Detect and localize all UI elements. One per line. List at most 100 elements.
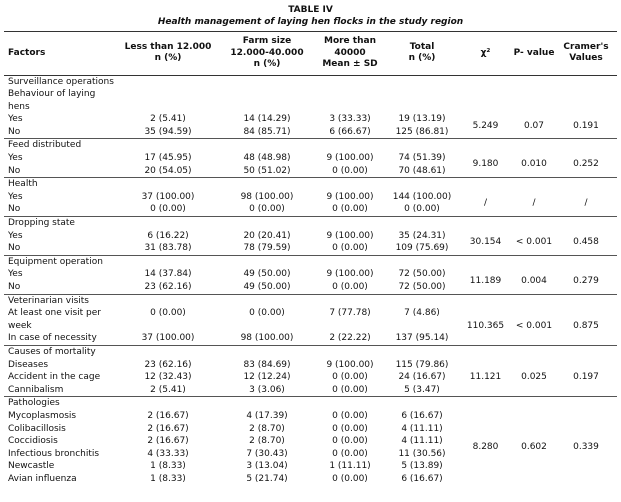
cell: 70 (48.61) <box>398 165 446 176</box>
group-heading: Veterinarian visits <box>4 293 617 308</box>
row-label: Yes <box>8 153 23 164</box>
cell: 19 (13.19) <box>398 114 446 125</box>
group-heading-row: Pathologies <box>4 396 617 410</box>
group-heading: hens <box>8 101 30 112</box>
group-heading: Pathologies <box>4 396 617 410</box>
cell: 98 (100.00) <box>240 191 294 202</box>
cell: 109 (75.69) <box>395 243 449 254</box>
header-line: Factors <box>8 47 46 58</box>
data-row: Yes 37 (100.00) 98 (100.00) 9 (100.00) 144 (… <box>4 191 617 208</box>
data-row: Infectious bronchitis 4 (33.33) 7 (30.43) 0… <box>4 448 617 461</box>
row-label: Colibacillosis <box>8 423 66 434</box>
cell: 7 (4.86) <box>404 308 440 319</box>
row-label: Infectious bronchitis <box>8 448 100 459</box>
group-heading: Behaviour of laying <box>8 89 96 100</box>
cell: 0 (0.00) <box>332 372 368 383</box>
row-label: No <box>8 165 21 176</box>
table: Factors Less than 12.000 n (%) Farm size 12.… <box>4 31 617 486</box>
cell: 9 (100.00) <box>326 359 374 370</box>
cell: 7 (77.78) <box>329 308 371 319</box>
cell: 1 (8.33) <box>150 473 186 484</box>
cell: 35 (94.59) <box>144 126 192 137</box>
data-row: Yes 6 (16.22) 20 (20.41) 9 (100.00) 35 (24.3… <box>4 230 617 247</box>
group-heading-row: Surveillance operations <box>4 74 617 89</box>
row-label: Cannibalism <box>8 384 64 395</box>
header-line: Cramer's <box>563 41 609 52</box>
cell: 0 (0.00) <box>404 204 440 215</box>
group-heading-row: hens <box>4 101 617 114</box>
cell: 5 (3.47) <box>404 384 440 395</box>
cell: 3 (13.04) <box>246 461 288 472</box>
stat-cell: 0.010 <box>521 159 547 170</box>
group-heading-row: Dropping state <box>4 216 617 230</box>
cell: 37 (100.00) <box>141 333 195 344</box>
cell: 4 (11.11) <box>401 436 443 447</box>
cell: 2 (8.70) <box>249 436 285 447</box>
cell: 0 (0.00) <box>332 282 368 292</box>
stat-cell: 0.875 <box>573 320 599 331</box>
stat-cell: 0.279 <box>573 275 599 286</box>
stat-cell: 0.339 <box>573 442 599 453</box>
cell: 14 (37.84) <box>144 269 192 280</box>
stat-cell: 11.121 <box>469 372 502 383</box>
header-line: n (%) <box>408 53 436 64</box>
cell: 9 (100.00) <box>326 191 374 202</box>
header-line: Mean ± SD <box>322 59 378 69</box>
cell: 14 (14.29) <box>243 114 291 125</box>
cell: 2 (5.41) <box>150 114 186 125</box>
data-row: Colibacillosis 2 (16.67) 2 (8.70) 0 (0.00) 4… <box>4 423 617 436</box>
group-heading-row: Feed distributed <box>4 138 617 153</box>
table-title: TABLE IV <box>288 5 333 15</box>
column-header: χ² <box>458 31 513 76</box>
header-line: Farm size <box>242 36 292 46</box>
cell: 12 (12.24) <box>243 372 291 383</box>
group-heading: Dropping state <box>4 216 617 230</box>
table-subtitle: Health management of laying hen flocks i… <box>157 17 464 27</box>
cell: 1 (8.33) <box>150 461 186 472</box>
cell: 11 (30.56) <box>398 448 446 459</box>
cell: 23 (62.16) <box>144 359 192 370</box>
stat-cell: / <box>584 198 588 209</box>
column-header: Factors <box>4 31 116 76</box>
header-line: n (%) <box>253 59 281 69</box>
cell: 0 (0.00) <box>332 384 368 395</box>
stat-cell: 0.458 <box>573 236 599 247</box>
cell: 6 (16.67) <box>401 473 443 484</box>
group: Feed distributed Yes 17 (45.95) 48 (48.98) 9… <box>4 138 617 178</box>
cell: 0 (0.00) <box>332 204 368 215</box>
data-row: Yes 14 (37.84) 49 (50.00) 9 (100.00) 72 (50.… <box>4 268 617 285</box>
stat-cell: < 0.001 <box>515 320 553 331</box>
group: Causes of mortality Diseases 23 (62.16) 83 … <box>4 344 617 396</box>
data-row: Coccidiosis 2 (16.67) 2 (8.70) 0 (0.00) 4 (1… <box>4 435 617 448</box>
stat-cell: / <box>483 198 488 209</box>
header-line: Less than 12.000 <box>124 41 212 52</box>
column-header: More than 40000 Mean ± SD <box>314 31 386 76</box>
cell: 83 (84.69) <box>243 359 291 370</box>
cell: 4 (33.33) <box>147 448 189 459</box>
cell: 24 (16.67) <box>398 372 446 383</box>
cell: 0 (0.00) <box>332 243 368 254</box>
cell: 2 (16.67) <box>147 436 189 447</box>
data-row: Yes 2 (5.41) 14 (14.29) 3 (33.33) 19 (13.19)… <box>4 113 617 130</box>
data-row: No 23 (62.16) 49 (50.00) 0 (0.00) 72 (50.00) <box>4 281 617 294</box>
stat-cell: 11.189 <box>469 275 502 286</box>
cell: 3 (3.06) <box>249 384 285 395</box>
cell: 74 (51.39) <box>398 153 446 164</box>
header-line: Total <box>409 41 435 52</box>
group: Dropping state Yes 6 (16.22) 20 (20.41) 9 (1… <box>4 216 617 256</box>
cell: 0 (0.00) <box>332 473 368 484</box>
cell: 0 (0.00) <box>150 308 186 319</box>
column-header: Cramer's Values <box>555 31 617 76</box>
cell: 17 (45.95) <box>144 153 192 164</box>
data-row: No 20 (54.05) 50 (51.02) 0 (0.00) 70 (48.61) <box>4 165 617 178</box>
data-row: Yes 17 (45.95) 48 (48.98) 9 (100.00) 74 (51.… <box>4 152 617 169</box>
row-label: At least one visit per week <box>8 308 101 331</box>
data-row: No 31 (83.78) 78 (79.59) 0 (0.00) 109 (75.69… <box>4 242 617 255</box>
cell: 2 (22.22) <box>329 333 371 344</box>
cell: 20 (20.41) <box>243 230 291 241</box>
cell: 0 (0.00) <box>332 410 368 421</box>
row-label: In case of necessity <box>8 333 97 344</box>
cell: 0 (0.00) <box>150 204 186 215</box>
group: Surveillance operations Behaviour of layi… <box>4 74 617 139</box>
stat-cell: 0.191 <box>573 120 599 131</box>
